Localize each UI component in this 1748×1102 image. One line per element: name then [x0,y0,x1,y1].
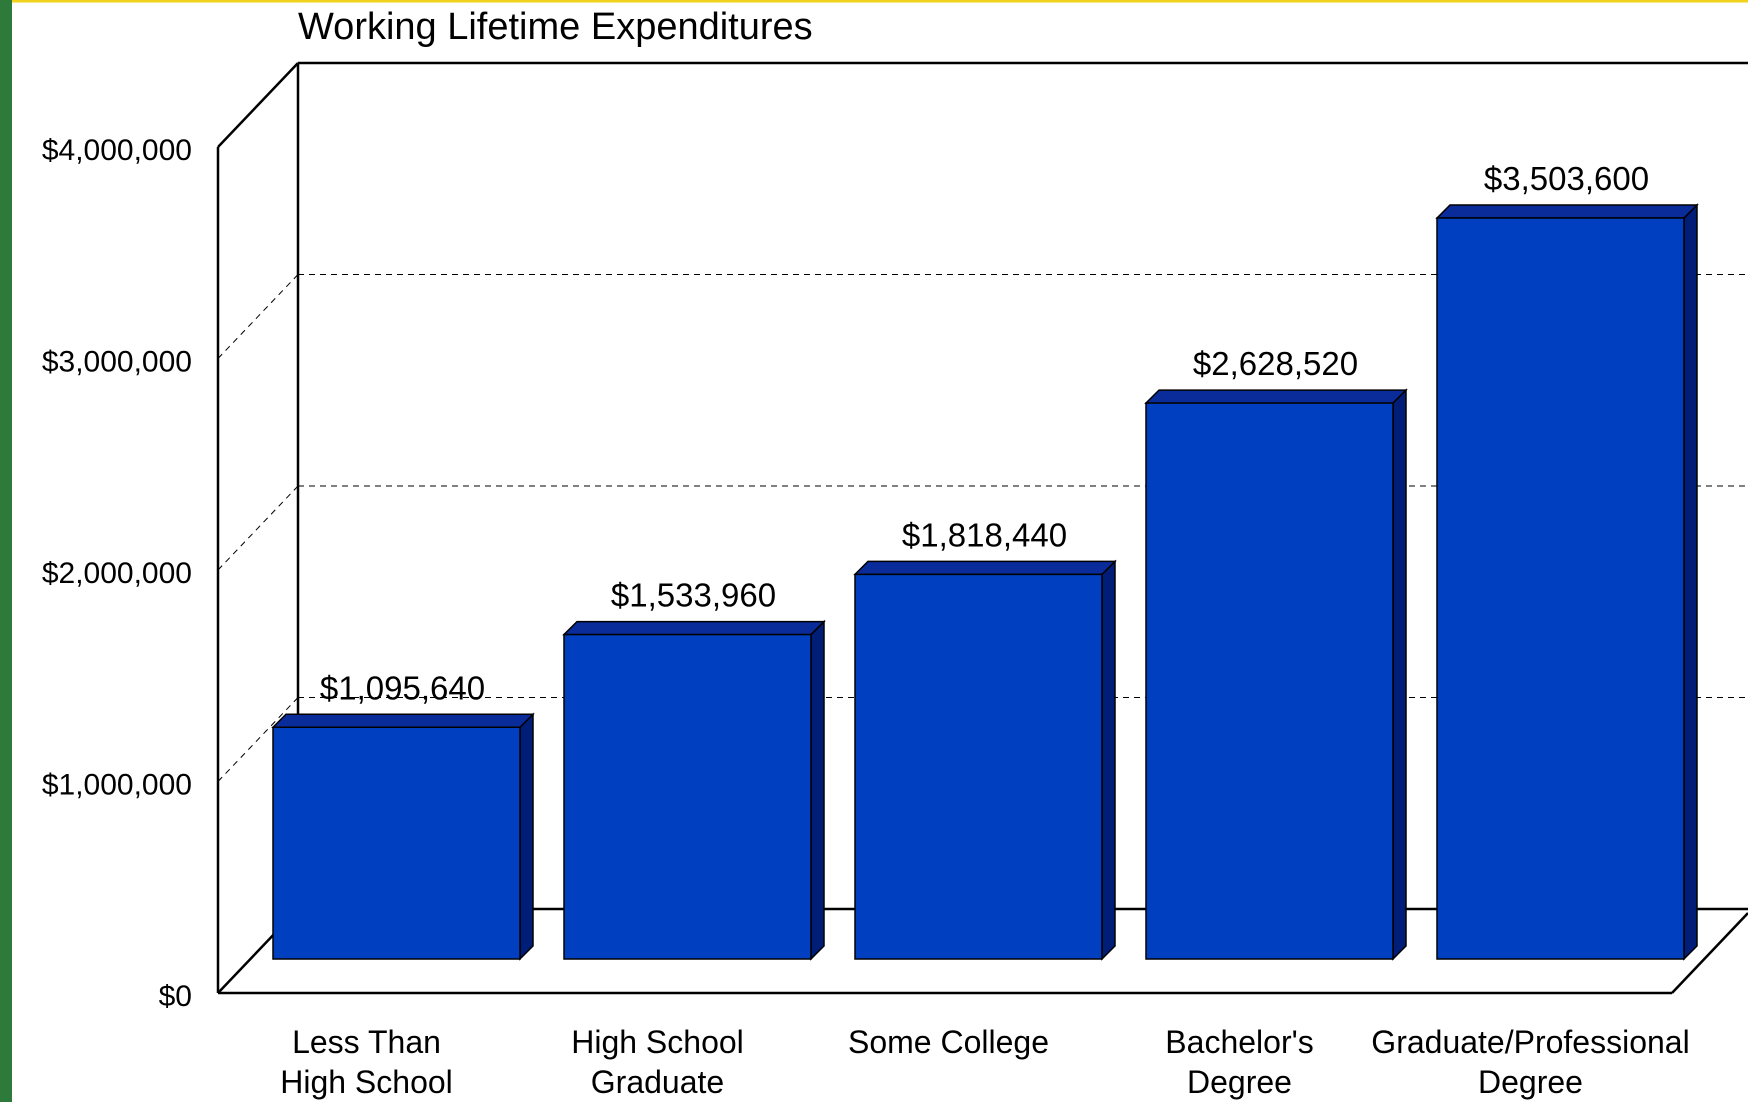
x-tick-label: Bachelor's Degree [1165,1024,1313,1100]
bar-front-face [272,726,521,960]
left-edge-strip [0,0,12,1102]
x-tick-label-line: High School [571,1024,744,1060]
bar-front-face [563,633,812,960]
x-tick-label-line: Degree [1478,1064,1583,1100]
bar-top-face [271,713,535,729]
side-wall-top [217,62,299,148]
y-tick-label: $2,000,000 [42,557,192,590]
data-label: $3,503,600 [1484,160,1649,197]
bar [562,619,826,961]
x-tick-label: Less Than High School [280,1024,453,1100]
y-axis-ticks: $0 $1,000,000 $2,000,000 $3,000,000 $4,000,0… [42,134,192,1013]
x-tick-label-line: High School [280,1064,453,1100]
y-tick-label: $4,000,000 [42,134,192,167]
bar-top-face [853,560,1117,576]
grid-layer [217,274,1748,782]
bar [853,559,1117,961]
x-tick-label-line: Graduate [591,1064,724,1100]
bar-side-face [1683,203,1698,961]
bar [1435,203,1699,961]
x-tick-label-line: Some College [848,1024,1049,1060]
bar-front-face [1436,217,1685,960]
bar-top-face [1435,204,1699,219]
y-tick-label: $1,000,000 [42,769,192,802]
y-tick-label: $3,000,000 [42,346,192,379]
gridline-side [217,697,299,782]
x-tick-label-line: Degree [1187,1064,1292,1100]
bar-side-face [1101,559,1116,961]
gridline-side [217,274,299,359]
bar-front-face [854,573,1103,960]
bars [271,203,1699,961]
data-label: $2,628,520 [1193,345,1358,382]
x-tick-label: High School Graduate [571,1024,744,1100]
bar [1144,388,1408,961]
bar-top-face [562,620,826,636]
data-labels: $1,095,640 $1,533,960 $1,818,440 $2,628,520… [320,160,1649,706]
bar-front-face [1145,402,1394,960]
data-label: $1,818,440 [902,516,1067,553]
floor-right-edge [1671,912,1748,994]
bar-top-face [1144,389,1408,404]
chart-title: Working Lifetime Expenditures [298,6,813,48]
gridline-side [217,485,299,571]
bar-side-face [519,712,534,961]
bar-side-face [1392,388,1407,961]
x-axis-labels: Less Than High School High School Graduate S… [280,1024,1689,1100]
x-tick-label-line: Less Than [292,1024,441,1060]
x-tick-label: Graduate/Professional Degree [1371,1024,1689,1100]
x-tick-label: Some College [848,1024,1049,1060]
bar [271,712,535,961]
data-label: $1,095,640 [320,669,485,706]
bar-side-face [810,619,825,961]
x-tick-label-line: Bachelor's [1165,1024,1313,1060]
data-label: $1,533,960 [611,577,776,614]
x-tick-label-line: Graduate/Professional [1371,1024,1689,1060]
y-tick-label: $0 [159,980,192,1013]
